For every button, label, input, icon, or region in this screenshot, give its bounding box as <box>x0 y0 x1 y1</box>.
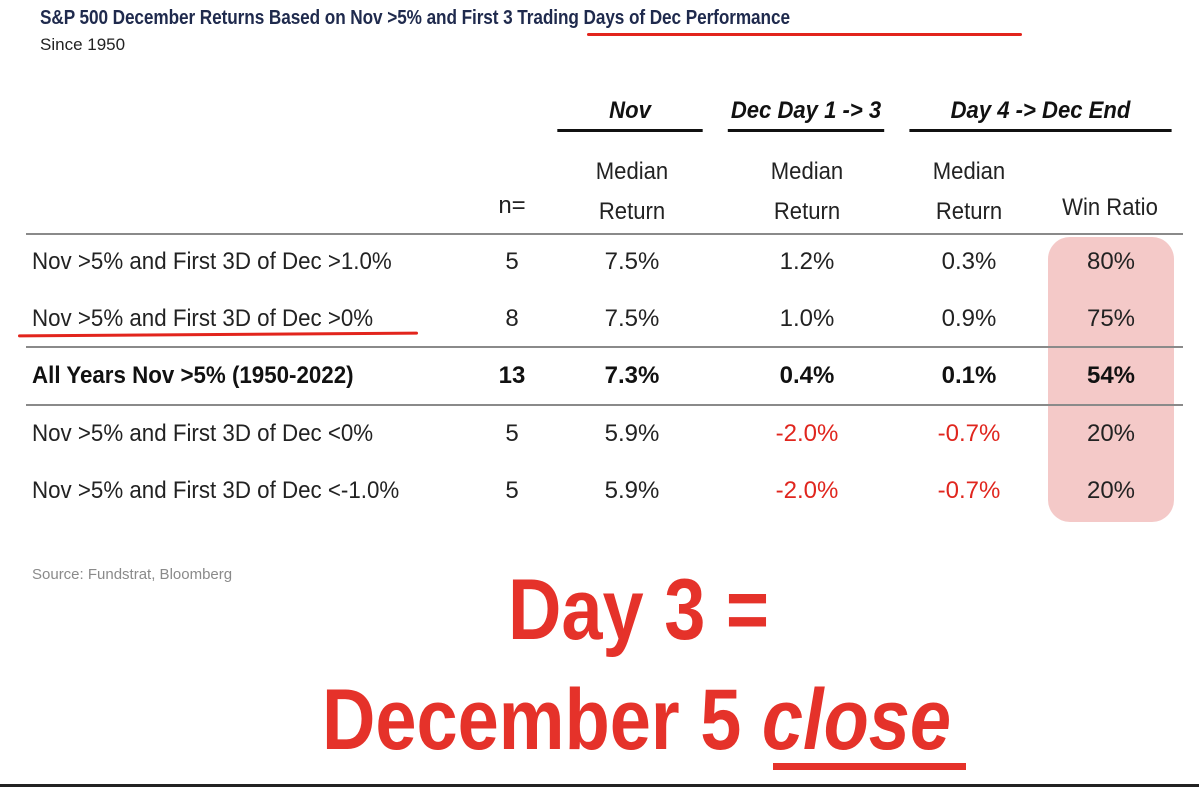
column-header-line: Median <box>595 158 669 185</box>
annotation-text: December 5 <box>322 672 762 768</box>
cell-day4-median: -0.7% <box>937 420 1001 447</box>
table-row: Nov >5% and First 3D of Dec >0% 8 7.5% 1… <box>0 291 1199 347</box>
source-note: Source: Fundstrat, Bloomberg <box>32 566 233 583</box>
table-row: Nov >5% and First 3D of Dec <-1.0% 5 5.9… <box>0 463 1199 519</box>
row-label: Nov >5% and First 3D of Dec <0% <box>32 420 374 447</box>
table-row: Nov >5% and First 3D of Dec <0% 5 5.9% -… <box>0 406 1199 462</box>
cell-nov-median: 5.9% <box>604 477 660 504</box>
cell-day4-median: -0.7% <box>937 477 1001 504</box>
column-header-n: n= <box>498 192 526 219</box>
cell-nov-median: 7.5% <box>604 248 660 275</box>
cell-day4-median: 0.3% <box>941 248 997 275</box>
group-header-nov: Nov <box>557 97 703 132</box>
cell-nov-median: 5.9% <box>604 420 660 447</box>
column-header-dec13-median: Median Return <box>729 152 885 232</box>
cell-win-ratio: 20% <box>1086 420 1136 447</box>
win-ratio-highlight <box>1048 237 1174 522</box>
cell-dec13-median: 0.4% <box>779 362 835 389</box>
cell-n: 5 <box>505 477 519 504</box>
table-row: Nov >5% and First 3D of Dec >1.0% 5 7.5%… <box>0 234 1199 290</box>
column-header-day4-median: Median Return <box>891 152 1047 232</box>
cell-win-ratio: 20% <box>1086 477 1136 504</box>
row-label: Nov >5% and First 3D of Dec >1.0% <box>32 248 392 275</box>
cell-n: 8 <box>505 305 519 332</box>
cell-day4-median: 0.9% <box>941 305 997 332</box>
title-highlight-underline <box>587 33 1022 36</box>
column-header-line: Return <box>935 198 1003 225</box>
cell-nov-median: 7.3% <box>604 362 660 389</box>
annotation-line-2: December 5 close <box>322 670 951 770</box>
annotation-underline <box>773 763 966 770</box>
column-header-line: Return <box>598 198 666 225</box>
cell-dec13-median: -2.0% <box>775 420 839 447</box>
cell-dec13-median: 1.2% <box>779 248 835 275</box>
column-header-line: Return <box>773 198 841 225</box>
cell-win-ratio: 80% <box>1086 248 1136 275</box>
column-header-nov-median: Median Return <box>554 152 710 232</box>
chart-subtitle: Since 1950 <box>40 35 126 54</box>
cell-dec13-median: -2.0% <box>775 477 839 504</box>
annotation-line-1: Day 3 = <box>508 562 770 658</box>
row-divider <box>26 346 1183 348</box>
row-label: Nov >5% and First 3D of Dec <-1.0% <box>32 477 400 504</box>
table-row: All Years Nov >5% (1950-2022) 13 7.3% 0.… <box>0 348 1199 404</box>
cell-dec13-median: 1.0% <box>779 305 835 332</box>
header-divider <box>26 233 1183 235</box>
group-header-dec-day-1-3: Dec Day 1 -> 3 <box>727 97 885 132</box>
group-header-day4-dec-end: Day 4 -> Dec End <box>909 97 1172 132</box>
cell-win-ratio: 54% <box>1086 362 1136 389</box>
cell-n: 5 <box>505 420 519 447</box>
cell-win-ratio: 75% <box>1086 305 1136 332</box>
row-label: All Years Nov >5% (1950-2022) <box>32 362 354 389</box>
bottom-rule <box>0 784 1199 787</box>
cell-n: 5 <box>505 248 519 275</box>
chart-title: S&P 500 December Returns Based on Nov >5… <box>40 7 790 29</box>
column-header-line: Median <box>932 158 1006 185</box>
cell-nov-median: 7.5% <box>604 305 660 332</box>
row-label: Nov >5% and First 3D of Dec >0% <box>32 305 374 332</box>
row-divider <box>26 404 1183 406</box>
annotation-emphasis: close <box>761 672 952 768</box>
cell-n: 13 <box>498 362 526 389</box>
column-header-line: Median <box>770 158 844 185</box>
cell-day4-median: 0.1% <box>941 362 997 389</box>
column-header-win-ratio: Win Ratio <box>1062 194 1158 221</box>
